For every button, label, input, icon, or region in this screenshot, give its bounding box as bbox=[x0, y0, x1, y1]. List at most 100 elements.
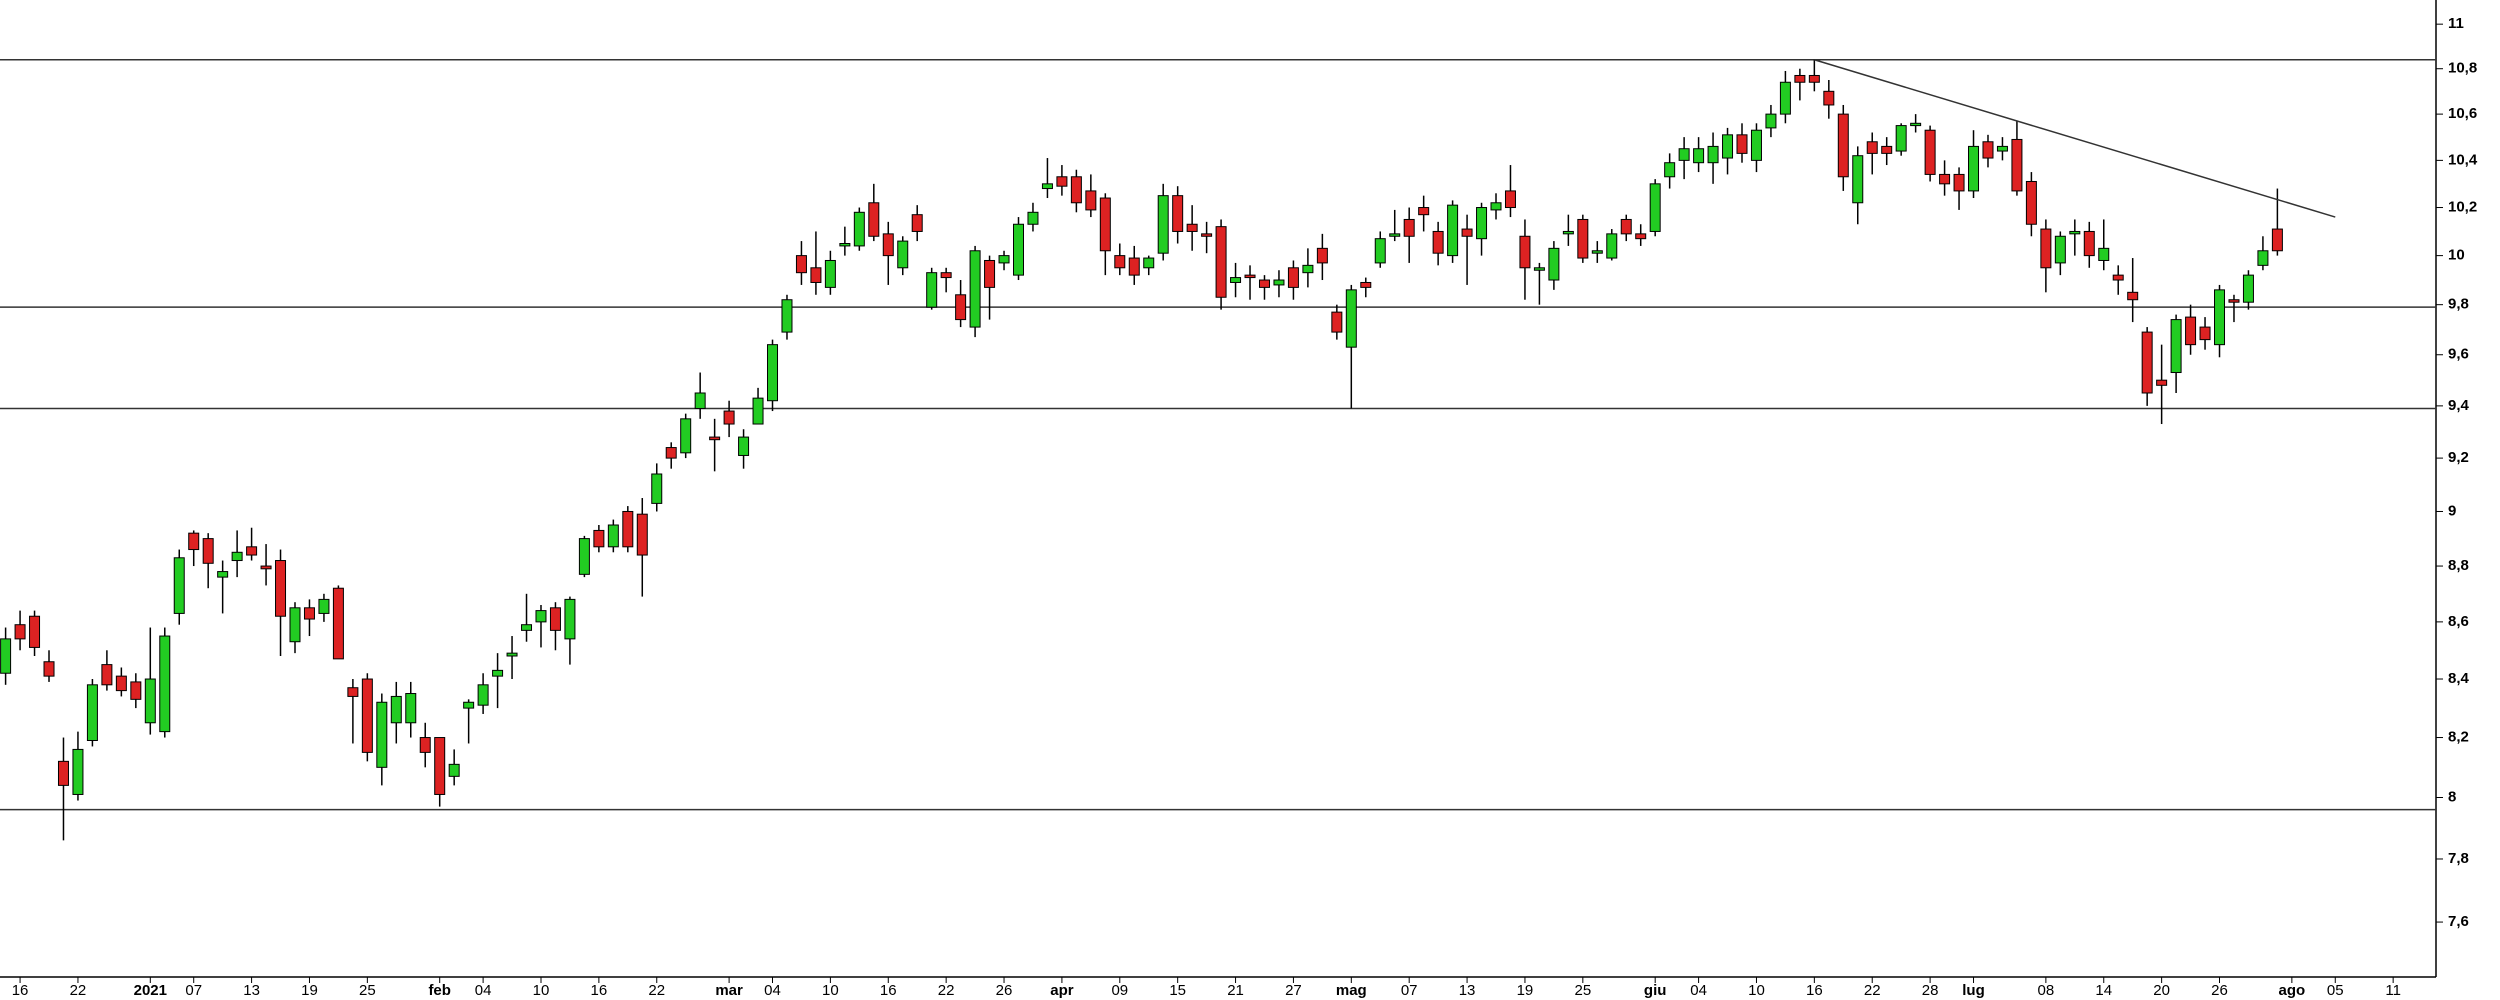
x-tick-label: mag bbox=[1336, 982, 1367, 999]
x-tick-label: 16 bbox=[12, 982, 29, 999]
candle-body bbox=[984, 259, 996, 288]
candle-body bbox=[738, 436, 750, 456]
candle-body bbox=[1982, 141, 1994, 159]
x-tick-label: 04 bbox=[764, 982, 781, 999]
candle-body bbox=[1606, 233, 1618, 259]
candle-body bbox=[1389, 233, 1401, 237]
candle-body bbox=[405, 693, 417, 724]
candle-body bbox=[839, 243, 851, 247]
candle-body bbox=[1678, 148, 1690, 161]
candle-body bbox=[1736, 134, 1748, 154]
candle-body bbox=[0, 638, 12, 674]
candle-body bbox=[1128, 257, 1140, 276]
candle-body bbox=[1476, 207, 1488, 240]
candle-body bbox=[376, 701, 388, 768]
x-tick-label: 10 bbox=[1748, 982, 1765, 999]
candle-body bbox=[1881, 145, 1893, 154]
candle-body bbox=[2083, 230, 2095, 257]
candle-body bbox=[130, 681, 142, 700]
candle-body bbox=[1345, 289, 1357, 348]
x-tick-label: 22 bbox=[648, 982, 665, 999]
x-tick-label: 16 bbox=[880, 982, 897, 999]
candle-body bbox=[1620, 218, 1632, 235]
candle-body bbox=[506, 652, 518, 657]
candle-body bbox=[1562, 230, 1574, 235]
candle-body bbox=[1823, 90, 1835, 106]
candle-body bbox=[2214, 289, 2226, 346]
x-tick-label: 21 bbox=[1227, 982, 1244, 999]
candle-body bbox=[2271, 228, 2283, 252]
candle-body bbox=[897, 240, 909, 269]
y-tick-label: 11 bbox=[2448, 15, 2464, 32]
x-tick-label: 16 bbox=[591, 982, 608, 999]
y-tick-label: 8,6 bbox=[2448, 613, 2469, 630]
candle-body bbox=[911, 214, 923, 232]
candle-body bbox=[636, 513, 648, 556]
candle-body bbox=[1693, 148, 1705, 164]
candle-body bbox=[1664, 162, 1676, 178]
x-tick-label: 20 bbox=[2153, 982, 2170, 999]
x-tick-label: lug bbox=[1962, 982, 1985, 999]
x-tick-label: 25 bbox=[359, 982, 376, 999]
x-tick-label: 26 bbox=[2211, 982, 2228, 999]
candle-body bbox=[1794, 74, 1806, 83]
x-tick-label: 15 bbox=[1169, 982, 1186, 999]
candle-body bbox=[2141, 331, 2153, 394]
candle-body bbox=[260, 565, 272, 570]
candle-body bbox=[2069, 230, 2081, 235]
candle-body bbox=[2054, 235, 2066, 264]
candle-body bbox=[955, 294, 967, 321]
candle-body bbox=[853, 211, 865, 247]
candle-body bbox=[593, 529, 605, 548]
candle-body bbox=[723, 410, 735, 425]
candle-body bbox=[14, 624, 26, 640]
candle-body bbox=[521, 624, 533, 631]
candle-body bbox=[1085, 190, 1097, 211]
candle-body bbox=[361, 678, 373, 753]
candle-body bbox=[2242, 274, 2254, 303]
y-tick-label: 9,6 bbox=[2448, 346, 2469, 363]
candle-body bbox=[969, 250, 981, 328]
candle-body bbox=[680, 418, 692, 454]
y-tick-label: 9,2 bbox=[2448, 449, 2469, 466]
candle-body bbox=[1316, 247, 1328, 264]
x-tick-label: 25 bbox=[1574, 982, 1591, 999]
candle-body bbox=[1302, 264, 1314, 274]
candle-body bbox=[1013, 223, 1024, 276]
candle-body bbox=[1953, 173, 1965, 192]
candle-body bbox=[1895, 125, 1907, 152]
candle-body bbox=[1765, 113, 1777, 129]
candle-body bbox=[1939, 173, 1951, 185]
candle-body bbox=[188, 532, 200, 551]
candle-body bbox=[868, 202, 880, 237]
y-tick-label: 10,4 bbox=[2448, 151, 2478, 168]
candle-body bbox=[1172, 195, 1184, 232]
candle-body bbox=[1403, 218, 1415, 237]
x-tick-label: 22 bbox=[70, 982, 87, 999]
candle-body bbox=[767, 344, 779, 402]
candle-body bbox=[2040, 228, 2052, 269]
candle-body bbox=[1519, 235, 1531, 269]
candle-body bbox=[303, 607, 315, 620]
x-tick-label: 11 bbox=[2385, 982, 2401, 999]
y-tick-label: 9,8 bbox=[2448, 296, 2469, 313]
candle-body bbox=[1447, 204, 1459, 257]
candle-body bbox=[1924, 129, 1936, 175]
candle-body bbox=[2112, 274, 2124, 281]
x-tick-label: 04 bbox=[475, 982, 492, 999]
y-tick-label: 7,6 bbox=[2448, 913, 2469, 930]
x-tick-label: mar bbox=[715, 982, 743, 999]
candle-body bbox=[1099, 197, 1111, 252]
x-tick-label: feb bbox=[428, 982, 451, 999]
candle-body bbox=[1968, 145, 1980, 192]
candle-body bbox=[2011, 138, 2023, 192]
candle-body bbox=[2098, 247, 2110, 261]
x-tick-label: 04 bbox=[1690, 982, 1707, 999]
x-tick-label: ago bbox=[2279, 982, 2306, 999]
candle-body bbox=[1866, 141, 1878, 154]
candle-body bbox=[2025, 180, 2037, 225]
x-tick-label: 07 bbox=[1401, 982, 1418, 999]
candle-body bbox=[434, 737, 446, 795]
x-tick-label: 26 bbox=[996, 982, 1013, 999]
candle-body bbox=[217, 571, 229, 578]
